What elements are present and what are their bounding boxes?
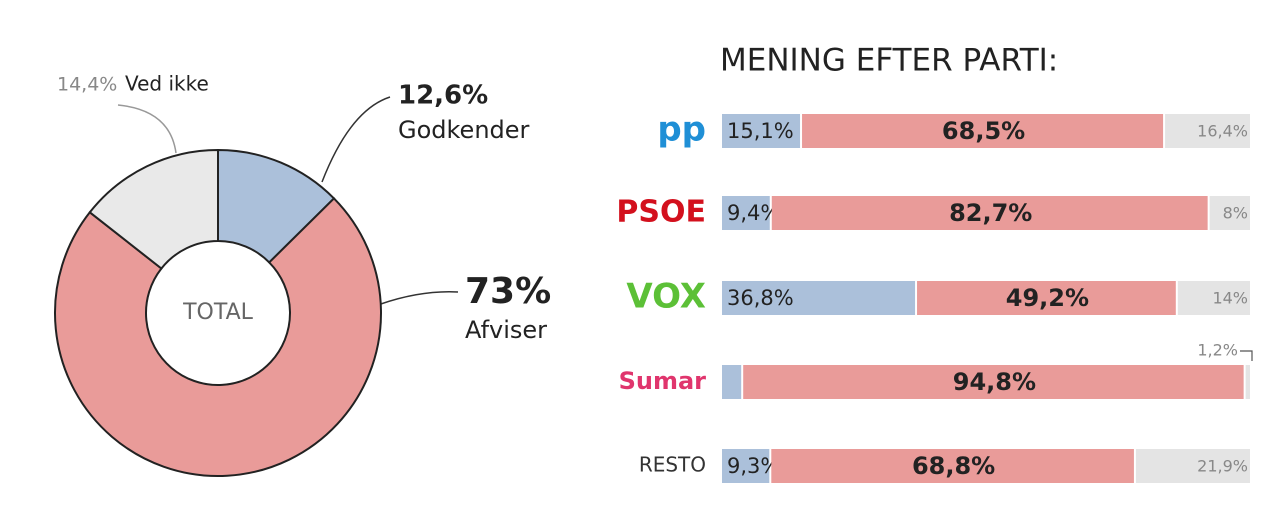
value-label: 36,8% bbox=[727, 286, 794, 310]
value-label: 49,2% bbox=[1006, 284, 1089, 312]
bar-segment bbox=[771, 196, 1208, 230]
value-label: 9,4% bbox=[727, 201, 780, 225]
leader-line bbox=[321, 96, 391, 183]
donut-slice bbox=[88, 148, 219, 270]
leader-line bbox=[377, 291, 459, 306]
party-label: RESTO bbox=[639, 453, 706, 477]
party-label: VOX bbox=[626, 277, 706, 317]
center-label: TOTAL bbox=[182, 300, 254, 325]
bar-segment bbox=[722, 449, 770, 483]
value-label: 14,4% bbox=[57, 74, 117, 96]
value-label: 15,1% bbox=[727, 119, 794, 143]
value-label: 12,6% bbox=[398, 81, 488, 111]
value-label: 68,8% bbox=[912, 452, 995, 480]
bar-segment bbox=[1209, 196, 1250, 230]
leader-line bbox=[117, 104, 177, 154]
category-label: Afviser bbox=[465, 316, 547, 344]
bar-segment bbox=[771, 449, 1134, 483]
bar-segment bbox=[722, 196, 770, 230]
value-label: 73% bbox=[465, 271, 551, 312]
value-label: 14% bbox=[1212, 289, 1248, 308]
chart-title: MENING EFTER PARTI: bbox=[720, 43, 1058, 79]
value-label: 94,8% bbox=[953, 368, 1036, 396]
party-label: PSOE bbox=[616, 195, 706, 230]
category-label: Ved ikke bbox=[125, 72, 209, 96]
party-label: pp bbox=[657, 110, 706, 150]
value-label: 1,2% bbox=[1197, 341, 1238, 360]
bar-segment bbox=[917, 281, 1176, 315]
bar-segment bbox=[722, 365, 742, 399]
party-label: Sumar bbox=[619, 367, 707, 395]
bar-segment bbox=[802, 114, 1164, 148]
value-label: 82,7% bbox=[949, 199, 1032, 227]
value-label: 8% bbox=[1223, 204, 1248, 223]
donut-slice bbox=[54, 197, 382, 477]
value-label: 21,9% bbox=[1197, 457, 1248, 476]
value-label: 68,5% bbox=[942, 117, 1025, 145]
bar-segment bbox=[743, 365, 1244, 399]
bar-segment bbox=[1165, 114, 1250, 148]
bar-segment bbox=[1135, 449, 1250, 483]
value-label: 16,4% bbox=[1197, 122, 1248, 141]
bar-segment bbox=[722, 281, 916, 315]
bar-segment bbox=[1245, 365, 1250, 399]
category-label: Godkender bbox=[398, 116, 530, 144]
leader-line bbox=[1240, 350, 1253, 361]
bar-segment bbox=[1177, 281, 1250, 315]
bar-segment bbox=[722, 114, 801, 148]
